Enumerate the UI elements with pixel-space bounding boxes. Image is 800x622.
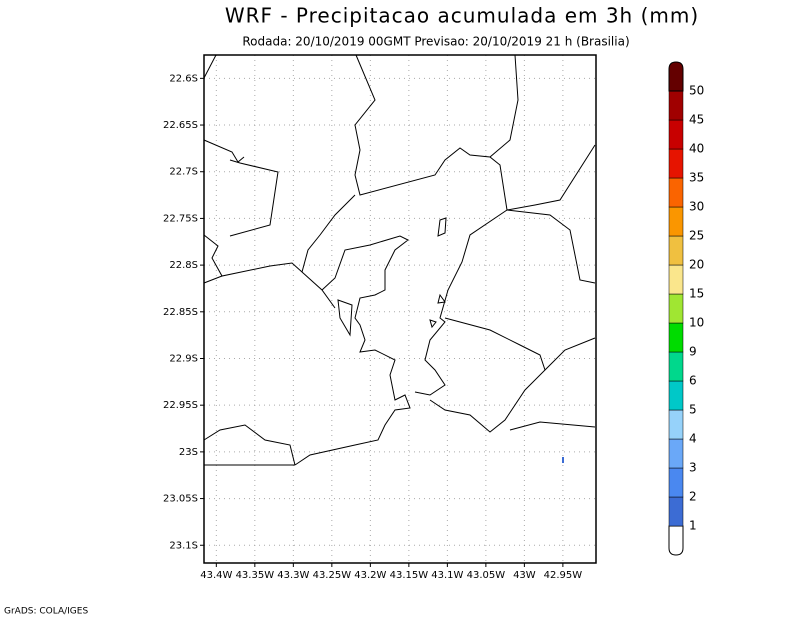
colorbar-segment [668,322,684,353]
colorbar-segment [668,496,684,527]
coastline [294,235,411,466]
x-tick-label: 42.95W [544,570,583,581]
coastline [354,54,596,211]
colorbar-segment [668,380,684,411]
coastline [203,139,245,163]
colorbar-label: 45 [689,113,704,127]
coastline [229,159,279,237]
coastline [506,209,596,284]
coastline [203,234,336,309]
colorbar-segment [668,90,684,121]
colorbar-segment [668,177,684,208]
coastline [203,54,217,79]
colorbar-segment [668,264,684,295]
x-tick-label: 43.4W [200,570,232,581]
colorbar-segment [668,351,684,382]
colorbar-segment [668,293,684,324]
island [437,217,447,237]
subtitle: Rodada: 20/10/2019 00GMT Previsao: 20/10… [242,35,629,49]
colorbar-label: 35 [689,171,704,185]
colorbar-label: 4 [689,432,697,446]
x-tick-label: 43.25W [313,570,352,581]
coastlines [203,54,596,466]
y-tick-label: 22.65S [163,120,198,131]
island [337,299,353,337]
colorbar-label: 2 [689,490,697,504]
coastline [509,421,596,431]
coastline [414,209,508,396]
y-tick-label: 23.05S [163,494,198,505]
title: WRF - Precipitacao acumulada em 3h (mm) [225,4,699,28]
x-tick-label: 43.3W [277,570,309,581]
coastline [203,424,296,466]
colorbar-segment [668,409,684,440]
colorbar-segment [668,467,684,498]
coastline [544,337,596,371]
colorbar-label: 3 [689,461,697,475]
colorbar-label: 9 [689,345,697,359]
colorbar-label: 25 [689,229,704,243]
colorbar-label: 15 [689,287,704,301]
colorbar-label: 50 [689,84,704,98]
x-tick-label: 43.15W [390,570,429,581]
y-tick-label: 23.1S [169,540,198,551]
y-tick-label: 22.85S [163,307,198,318]
x-tick-label: 43.2W [354,570,386,581]
y-tick-label: 22.8S [169,260,198,271]
y-tick-label: 22.7S [169,167,198,178]
colorbar-segment [668,61,684,92]
colorbar-label: 20 [689,258,704,272]
map-frame [203,54,597,564]
precip-cell [562,457,564,463]
colorbar-label: 5 [689,403,697,417]
x-tick-label: 43.35W [236,570,275,581]
grid [204,55,596,563]
y-tick-label: 22.6S [169,73,198,84]
coastline [429,317,546,433]
colorbar-segment [668,206,684,237]
y-tick-label: 22.9S [169,353,198,364]
colorbar-label: 1 [689,519,697,533]
colorbar-segment [668,525,684,556]
coastline [489,54,519,158]
coastline [301,194,356,273]
coastline [203,275,223,284]
colorbar-label: 30 [689,200,704,214]
colorbar-label: 40 [689,142,704,156]
y-tick-label: 23S [179,447,198,458]
colorbar-segment [668,438,684,469]
x-tick-label: 43.1W [431,570,463,581]
colorbar-label: 6 [689,374,697,388]
footer: GrADS: COLA/IGES [4,607,88,617]
island [437,293,446,304]
x-tick-label: 43.05W [467,570,506,581]
island [429,319,437,329]
colorbar-segment [668,148,684,179]
y-tick-label: 22.95S [163,400,198,411]
x-tick-label: 43W [513,570,536,581]
colorbar-label: 10 [689,316,704,330]
colorbar-segment [668,235,684,266]
y-tick-label: 22.75S [163,213,198,224]
colorbar-segment [668,119,684,150]
